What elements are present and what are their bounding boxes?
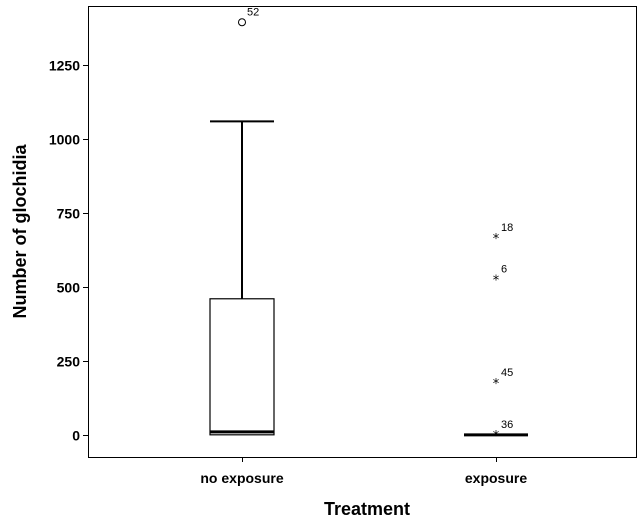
box-no-exposure: 52 — [210, 6, 274, 435]
y-tick-label: 500 — [57, 280, 81, 296]
outlier-point — [239, 19, 246, 26]
outlier-label: 45 — [501, 367, 513, 379]
y-tick-label: 250 — [57, 354, 81, 370]
y-axis: 0 250 500 750 1000 1250 — [49, 58, 88, 444]
y-tick-label: 0 — [72, 428, 80, 444]
outlier-label: 36 — [501, 419, 513, 431]
extreme-point: * — [493, 377, 500, 392]
x-tick-label: exposure — [465, 470, 527, 486]
y-tick-label: 1250 — [49, 58, 80, 74]
x-axis-title: Treatment — [324, 499, 410, 519]
x-tick-label: no exposure — [200, 470, 283, 486]
outlier-label: 18 — [501, 222, 513, 234]
outlier-label: 52 — [247, 6, 259, 18]
y-tick-label: 1000 — [49, 132, 80, 148]
y-tick-label: 750 — [57, 206, 81, 222]
x-axis: no exposure exposure — [200, 457, 527, 486]
box-exposure: *18*6*45*36 — [464, 222, 528, 444]
box-iqr — [210, 299, 274, 435]
y-axis-title: Number of glochidia — [10, 144, 30, 319]
boxes-group: 52*18*6*45*36 — [210, 6, 528, 444]
extreme-point: * — [493, 274, 500, 289]
plot-area — [89, 7, 637, 458]
extreme-point: * — [493, 232, 500, 247]
extreme-point: * — [493, 429, 500, 444]
outlier-label: 6 — [501, 264, 507, 276]
